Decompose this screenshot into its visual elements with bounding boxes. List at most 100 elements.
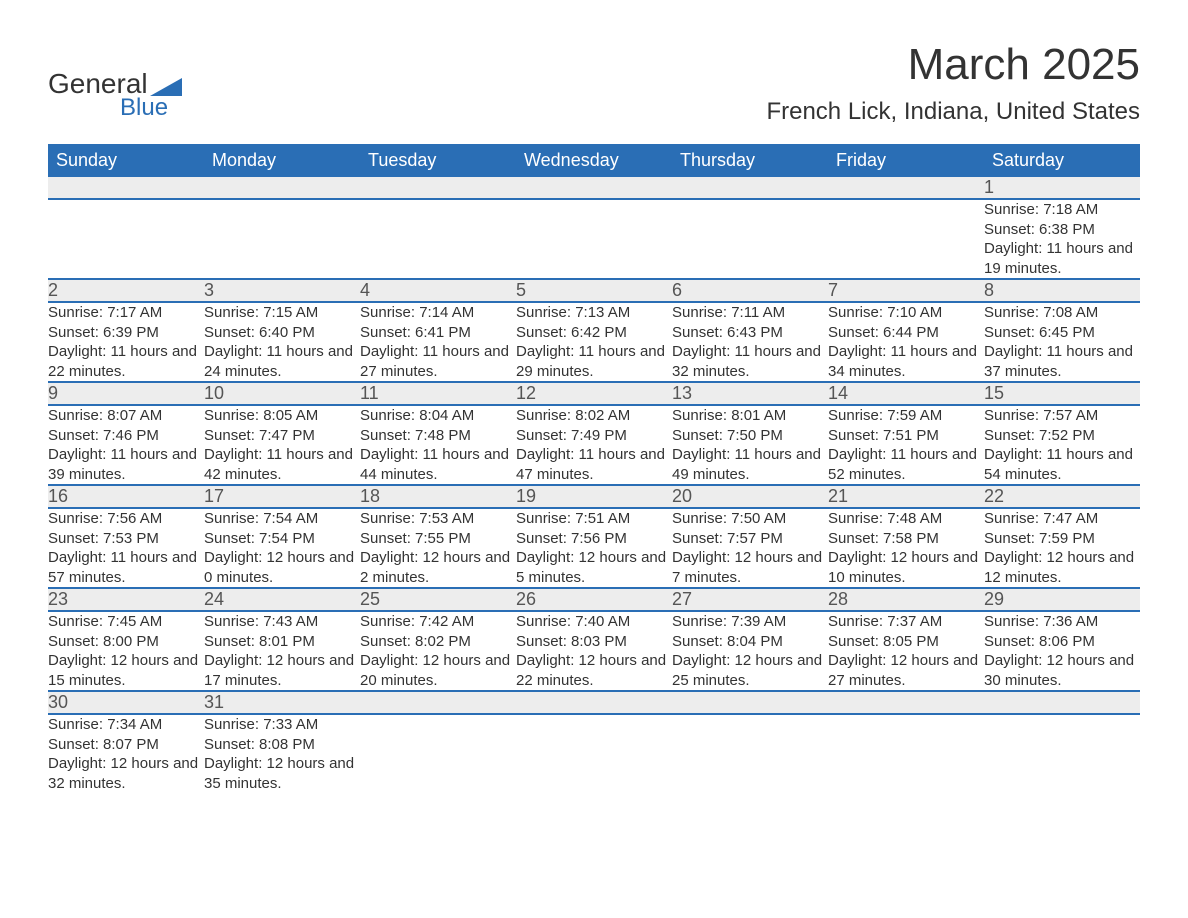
sunrise-text: Sunrise: 7:54 AM — [204, 509, 360, 529]
daylight-text: Daylight: 11 hours and 44 minutes. — [360, 445, 516, 484]
day-detail-cell: Sunrise: 7:37 AMSunset: 8:05 PMDaylight:… — [828, 611, 984, 691]
sunset-text: Sunset: 8:05 PM — [828, 632, 984, 652]
daylight-text: Daylight: 11 hours and 29 minutes. — [516, 342, 672, 381]
day-number: 18 — [360, 486, 380, 506]
day-number-cell: 18 — [360, 485, 516, 508]
weekday-header: Tuesday — [360, 144, 516, 177]
day-detail-cell — [204, 199, 360, 279]
sunrise-text: Sunrise: 7:14 AM — [360, 303, 516, 323]
title-month: March 2025 — [766, 40, 1140, 90]
sunset-text: Sunset: 7:51 PM — [828, 426, 984, 446]
daynum-row: 16171819202122 — [48, 485, 1140, 508]
day-detail-cell: Sunrise: 7:17 AMSunset: 6:39 PMDaylight:… — [48, 302, 204, 382]
weekday-header: Thursday — [672, 144, 828, 177]
weekday-header: Wednesday — [516, 144, 672, 177]
sunset-text: Sunset: 6:44 PM — [828, 323, 984, 343]
weekday-header: Saturday — [984, 144, 1140, 177]
sunset-text: Sunset: 7:52 PM — [984, 426, 1140, 446]
sunrise-text: Sunrise: 8:02 AM — [516, 406, 672, 426]
sunrise-text: Sunrise: 7:08 AM — [984, 303, 1140, 323]
detail-row: Sunrise: 7:17 AMSunset: 6:39 PMDaylight:… — [48, 302, 1140, 382]
day-detail-cell: Sunrise: 7:14 AMSunset: 6:41 PMDaylight:… — [360, 302, 516, 382]
day-number: 14 — [828, 383, 848, 403]
sunset-text: Sunset: 6:40 PM — [204, 323, 360, 343]
day-number: 22 — [984, 486, 1004, 506]
sunrise-text: Sunrise: 7:10 AM — [828, 303, 984, 323]
day-number: 11 — [360, 383, 379, 403]
sunrise-text: Sunrise: 7:18 AM — [984, 200, 1140, 220]
day-number-cell: 8 — [984, 279, 1140, 302]
daylight-text: Daylight: 12 hours and 30 minutes. — [984, 651, 1140, 690]
daylight-text: Daylight: 12 hours and 27 minutes. — [828, 651, 984, 690]
day-number-cell: 25 — [360, 588, 516, 611]
day-number: 15 — [984, 383, 1004, 403]
daynum-row: 2345678 — [48, 279, 1140, 302]
day-number: 30 — [48, 692, 68, 712]
weekday-header-row: Sunday Monday Tuesday Wednesday Thursday… — [48, 144, 1140, 177]
day-number-cell: 6 — [672, 279, 828, 302]
header: General Blue March 2025 French Lick, Ind… — [48, 40, 1140, 126]
day-number-cell: 23 — [48, 588, 204, 611]
sunrise-text: Sunrise: 7:40 AM — [516, 612, 672, 632]
sunset-text: Sunset: 6:41 PM — [360, 323, 516, 343]
sunrise-text: Sunrise: 7:42 AM — [360, 612, 516, 632]
daylight-text: Daylight: 12 hours and 10 minutes. — [828, 548, 984, 587]
day-number-cell: 2 — [48, 279, 204, 302]
day-detail-cell: Sunrise: 7:18 AMSunset: 6:38 PMDaylight:… — [984, 199, 1140, 279]
daylight-text: Daylight: 11 hours and 27 minutes. — [360, 342, 516, 381]
daylight-text: Daylight: 11 hours and 54 minutes. — [984, 445, 1140, 484]
day-number-cell: 14 — [828, 382, 984, 405]
day-number: 27 — [672, 589, 692, 609]
day-number: 1 — [984, 177, 994, 197]
daylight-text: Daylight: 11 hours and 49 minutes. — [672, 445, 828, 484]
day-number-cell — [672, 177, 828, 199]
sunset-text: Sunset: 7:54 PM — [204, 529, 360, 549]
daylight-text: Daylight: 12 hours and 32 minutes. — [48, 754, 204, 793]
day-detail-cell: Sunrise: 7:50 AMSunset: 7:57 PMDaylight:… — [672, 508, 828, 588]
detail-row: Sunrise: 7:45 AMSunset: 8:00 PMDaylight:… — [48, 611, 1140, 691]
day-number: 20 — [672, 486, 692, 506]
daylight-text: Daylight: 12 hours and 2 minutes. — [360, 548, 516, 587]
daylight-text: Daylight: 11 hours and 57 minutes. — [48, 548, 204, 587]
day-detail-cell: Sunrise: 7:36 AMSunset: 8:06 PMDaylight:… — [984, 611, 1140, 691]
sunrise-text: Sunrise: 7:11 AM — [672, 303, 828, 323]
sunrise-text: Sunrise: 7:48 AM — [828, 509, 984, 529]
day-number: 29 — [984, 589, 1004, 609]
day-detail-cell: Sunrise: 7:56 AMSunset: 7:53 PMDaylight:… — [48, 508, 204, 588]
logo: General Blue — [48, 68, 182, 122]
sunset-text: Sunset: 7:48 PM — [360, 426, 516, 446]
day-detail-cell: Sunrise: 8:07 AMSunset: 7:46 PMDaylight:… — [48, 405, 204, 485]
calendar-body: 1Sunrise: 7:18 AMSunset: 6:38 PMDaylight… — [48, 177, 1140, 793]
day-number-cell: 4 — [360, 279, 516, 302]
title-block: March 2025 French Lick, Indiana, United … — [766, 40, 1140, 126]
day-number: 12 — [516, 383, 536, 403]
daylight-text: Daylight: 12 hours and 5 minutes. — [516, 548, 672, 587]
day-number: 28 — [828, 589, 848, 609]
day-detail-cell — [828, 714, 984, 793]
day-detail-cell: Sunrise: 7:47 AMSunset: 7:59 PMDaylight:… — [984, 508, 1140, 588]
day-detail-cell: Sunrise: 7:40 AMSunset: 8:03 PMDaylight:… — [516, 611, 672, 691]
sunset-text: Sunset: 7:55 PM — [360, 529, 516, 549]
sunrise-text: Sunrise: 7:15 AM — [204, 303, 360, 323]
sunrise-text: Sunrise: 7:59 AM — [828, 406, 984, 426]
daylight-text: Daylight: 11 hours and 32 minutes. — [672, 342, 828, 381]
day-number: 8 — [984, 280, 994, 300]
detail-row: Sunrise: 7:56 AMSunset: 7:53 PMDaylight:… — [48, 508, 1140, 588]
day-number-cell: 30 — [48, 691, 204, 714]
sunset-text: Sunset: 7:56 PM — [516, 529, 672, 549]
day-number-cell: 22 — [984, 485, 1140, 508]
weekday-header: Monday — [204, 144, 360, 177]
sunset-text: Sunset: 7:57 PM — [672, 529, 828, 549]
day-detail-cell — [672, 199, 828, 279]
daylight-text: Daylight: 12 hours and 35 minutes. — [204, 754, 360, 793]
day-number: 26 — [516, 589, 536, 609]
day-number-cell — [360, 177, 516, 199]
day-number-cell: 7 — [828, 279, 984, 302]
sunset-text: Sunset: 7:59 PM — [984, 529, 1140, 549]
logo-swoosh-icon — [150, 74, 182, 96]
day-number-cell: 28 — [828, 588, 984, 611]
day-detail-cell: Sunrise: 7:34 AMSunset: 8:07 PMDaylight:… — [48, 714, 204, 793]
day-number: 10 — [204, 383, 224, 403]
day-detail-cell: Sunrise: 8:04 AMSunset: 7:48 PMDaylight:… — [360, 405, 516, 485]
detail-row: Sunrise: 7:34 AMSunset: 8:07 PMDaylight:… — [48, 714, 1140, 793]
